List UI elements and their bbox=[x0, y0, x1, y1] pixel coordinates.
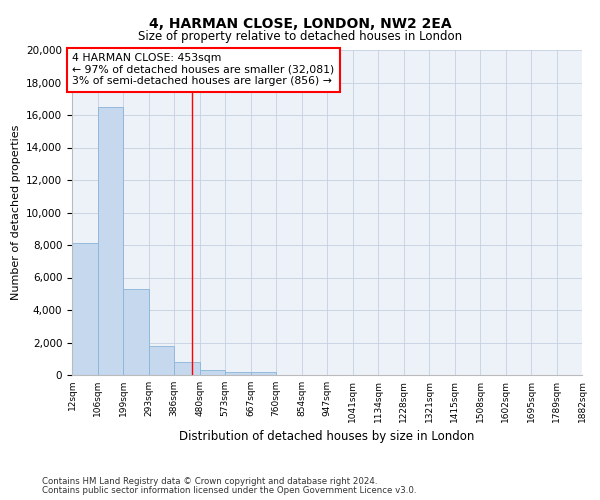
Bar bbox=[72, 244, 98, 375]
Bar bbox=[200, 370, 225, 375]
Text: 4, HARMAN CLOSE, LONDON, NW2 2EA: 4, HARMAN CLOSE, LONDON, NW2 2EA bbox=[149, 18, 451, 32]
Text: Contains HM Land Registry data © Crown copyright and database right 2024.: Contains HM Land Registry data © Crown c… bbox=[42, 476, 377, 486]
Bar bbox=[123, 289, 149, 375]
Text: Size of property relative to detached houses in London: Size of property relative to detached ho… bbox=[138, 30, 462, 43]
Bar bbox=[225, 372, 251, 375]
Bar bbox=[251, 372, 276, 375]
Text: Contains public sector information licensed under the Open Government Licence v3: Contains public sector information licen… bbox=[42, 486, 416, 495]
Bar bbox=[98, 107, 123, 375]
Y-axis label: Number of detached properties: Number of detached properties bbox=[11, 125, 20, 300]
X-axis label: Distribution of detached houses by size in London: Distribution of detached houses by size … bbox=[179, 430, 475, 444]
Bar bbox=[174, 362, 200, 375]
Bar bbox=[149, 346, 174, 375]
Text: 4 HARMAN CLOSE: 453sqm
← 97% of detached houses are smaller (32,081)
3% of semi-: 4 HARMAN CLOSE: 453sqm ← 97% of detached… bbox=[72, 53, 335, 86]
